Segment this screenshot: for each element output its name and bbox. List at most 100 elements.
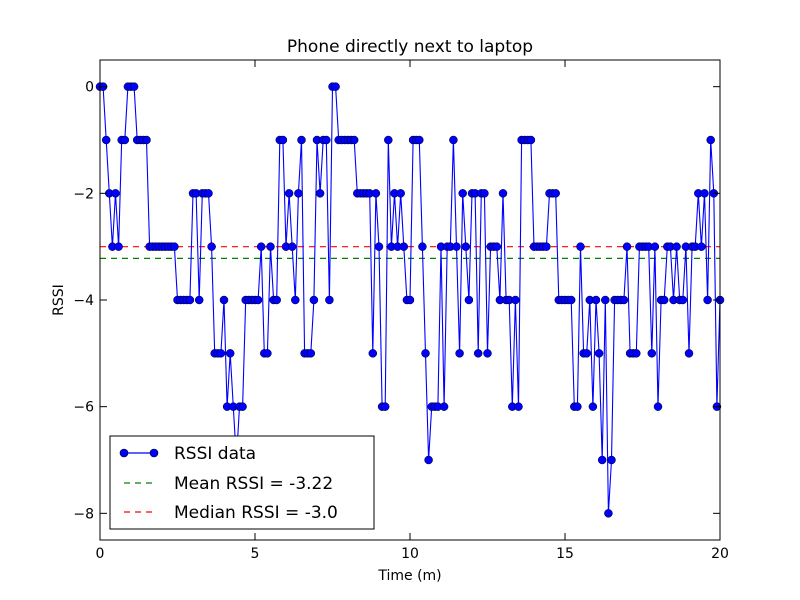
rssi-data-point: [566, 295, 576, 305]
x-axis-ticks: 0 5 10 15 20: [96, 60, 729, 562]
rssi-data-point: [449, 135, 458, 145]
y-tick-label: −2: [73, 186, 94, 202]
rssi-data-point: [374, 242, 384, 251]
rssi-data-point: [142, 135, 151, 145]
rssi-data-point: [291, 295, 300, 305]
legend-rssi-marker: [149, 448, 159, 458]
rssi-data-point: [672, 242, 681, 251]
rssi-data-point: [238, 402, 247, 411]
rssi-data-point: [322, 135, 331, 145]
rssi-data-point: [266, 242, 275, 251]
rssi-data-point: [452, 242, 461, 251]
rssi-data-point: [573, 402, 582, 411]
rssi-data-point: [514, 402, 523, 411]
rssi-data-point: [399, 242, 409, 251]
rssi-data-point: [309, 295, 319, 305]
rssi-data-point: [684, 349, 694, 358]
x-tick-label: 15: [556, 546, 574, 562]
rssi-data-point: [706, 135, 715, 145]
rssi-data-point: [582, 349, 591, 358]
rssi-data-point: [331, 82, 340, 91]
rssi-data-point: [421, 349, 430, 358]
y-axis-ticks: 0 −2 −4 −6 −8: [73, 80, 720, 522]
rssi-data-point: [170, 242, 179, 251]
rssi-data-point: [284, 189, 294, 198]
rssi-data-point: [551, 189, 560, 198]
rssi-data-point: [253, 295, 263, 305]
reference-lines: [100, 246, 720, 259]
rssi-data-point: [594, 349, 604, 358]
x-tick-label: 5: [251, 546, 260, 562]
rssi-data-point: [588, 402, 598, 411]
y-tick-label: −8: [73, 506, 94, 522]
rssi-data-point: [368, 349, 378, 358]
rssi-data-point: [225, 349, 235, 358]
rssi-data-point: [129, 82, 139, 91]
rssi-data-point: [415, 135, 424, 145]
rssi-data-point: [114, 242, 123, 251]
rssi-data-point: [219, 295, 229, 305]
x-tick-label: 0: [96, 546, 105, 562]
rssi-data-point: [315, 189, 325, 198]
rssi-data-point: [405, 295, 415, 305]
rssi-data-point: [396, 189, 405, 198]
legend: RSSI data Mean RSSI = -3.22 Median RSSI …: [109, 435, 375, 530]
rssi-data-point: [653, 402, 663, 411]
rssi-data-point: [371, 189, 381, 198]
rssi-data-point: [207, 242, 216, 251]
rssi-data-point: [194, 295, 204, 305]
chart-title: Phone directly next to laptop: [287, 37, 533, 57]
rssi-data-point: [498, 189, 508, 198]
rssi-data-point: [101, 135, 111, 145]
y-axis-label: RSSI: [51, 284, 67, 316]
y-tick-label: 0: [85, 80, 94, 96]
rssi-data-point: [185, 295, 195, 305]
y-tick-label: −4: [73, 293, 94, 309]
rssi-data-point: [439, 402, 449, 411]
rssi-data-point: [306, 349, 316, 358]
rssi-data-point: [659, 295, 669, 305]
rssi-data-point: [647, 349, 657, 358]
rssi-data-point: [607, 455, 616, 465]
rssi-data-point: [256, 242, 266, 251]
rssi-data-point: [464, 295, 474, 305]
legend-rssi-marker: [119, 448, 129, 458]
rssi-data-point: [526, 135, 536, 145]
rssi-data-point: [650, 242, 660, 251]
rssi-data-point: [278, 135, 288, 145]
rssi-data-point: [473, 349, 483, 358]
legend-rssi-label: RSSI data: [174, 444, 256, 464]
rssi-data-point: [622, 242, 632, 251]
rssi-data-point: [604, 509, 613, 518]
rssi-data-point: [111, 189, 120, 198]
rssi-data-point: [349, 135, 359, 145]
legend-median-label: Median RSSI = -3.0: [174, 503, 338, 523]
rssi-data-point: [418, 242, 427, 251]
rssi-data-point: [591, 295, 601, 305]
rssi-data-point: [297, 135, 306, 145]
rssi-data-point: [678, 295, 688, 305]
rssi-data-point: [632, 349, 641, 358]
rssi-data-point: [120, 135, 130, 145]
x-tick-label: 10: [401, 546, 419, 562]
rssi-data-point: [204, 189, 213, 198]
rssi-data-point: [461, 242, 471, 251]
rssi-data-point: [703, 295, 712, 305]
rssi-data-point: [597, 455, 607, 465]
x-axis-label: Time (m): [377, 568, 441, 584]
rssi-data-point: [294, 189, 303, 198]
rssi-data-point: [697, 242, 706, 251]
rssi-data-point: [384, 135, 393, 145]
rssi-data-point: [272, 295, 281, 305]
rssi-data-point: [325, 295, 334, 305]
y-tick-label: −6: [73, 400, 94, 416]
rssi-data-point: [619, 295, 629, 305]
rssi-data-point: [458, 189, 467, 198]
rssi-data-point: [263, 349, 272, 358]
rssi-data-point: [424, 455, 433, 465]
rssi-data-point: [455, 349, 464, 358]
rssi-data-point: [511, 295, 520, 305]
rssi-data-point: [601, 295, 610, 305]
rssi-data-point: [492, 242, 502, 251]
